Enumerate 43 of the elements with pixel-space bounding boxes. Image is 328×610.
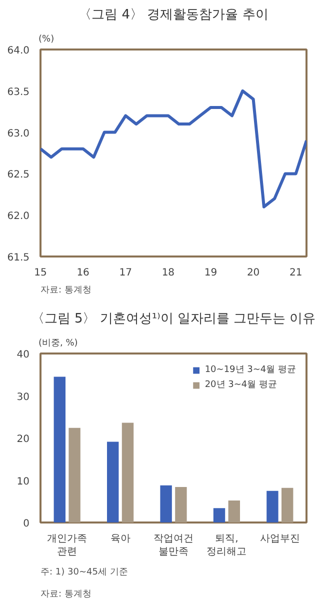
y-tick-label: 61.5	[7, 252, 30, 264]
y-tick-label: 20	[16, 434, 30, 445]
legend-label: 10~19년 3~4월 평균	[204, 364, 296, 376]
y-tick-label: 63.0	[7, 128, 30, 140]
text: 자료: 통계청	[40, 590, 92, 600]
x-tick-label: 19	[204, 268, 218, 278]
y-axis-title: (%)	[38, 34, 54, 44]
bar	[228, 500, 240, 522]
line-series	[40, 89, 306, 208]
chart-title: 〈그림 5〉 기혼여성¹⁾이 일자리를 그만두는 이유	[31, 312, 316, 326]
bar	[68, 428, 80, 522]
bar	[281, 488, 294, 522]
bar	[107, 442, 119, 522]
y-tick-label: 0	[23, 518, 30, 530]
bar	[160, 485, 172, 522]
x-tick-label: 육아	[110, 534, 130, 544]
legend-label: 20년 3~4월 평균	[204, 379, 277, 391]
y-tick-label: 62.0	[7, 211, 30, 222]
bar	[122, 422, 134, 522]
y-tick-label: 64.0	[7, 46, 30, 56]
bar	[266, 490, 278, 522]
bar	[213, 508, 226, 522]
y-axis-title: (비중, %)	[38, 338, 78, 348]
x-tick-label: 개인가족 관련	[47, 534, 88, 558]
y-tick-label: 62.5	[7, 170, 30, 181]
x-tick-label: 21	[290, 268, 302, 278]
x-tick-label: 16	[76, 268, 90, 278]
y-tick-label: 63.5	[7, 86, 30, 98]
y-tick-label: 40	[16, 350, 30, 360]
x-tick-label: 20	[246, 268, 260, 278]
x-tick-label: 17	[119, 268, 132, 278]
x-tick-label: 작업여건 불만족	[154, 534, 194, 558]
text: 주: 1) 30~45세 기준	[40, 568, 128, 578]
x-tick-label: 사업부진	[260, 534, 300, 544]
y-tick-label: 10	[16, 476, 30, 488]
y-tick-label: 30	[16, 392, 30, 403]
chart-title: 〈그림 4〉 경제활동참가율 추이	[78, 8, 268, 22]
x-tick-label: 퇴직, 정리해고	[206, 534, 247, 558]
bar	[54, 376, 66, 522]
x-tick-label: 18	[162, 268, 175, 278]
text: 자료: 통계청	[40, 286, 92, 296]
bar	[175, 487, 187, 522]
x-tick-label: 15	[34, 268, 47, 278]
